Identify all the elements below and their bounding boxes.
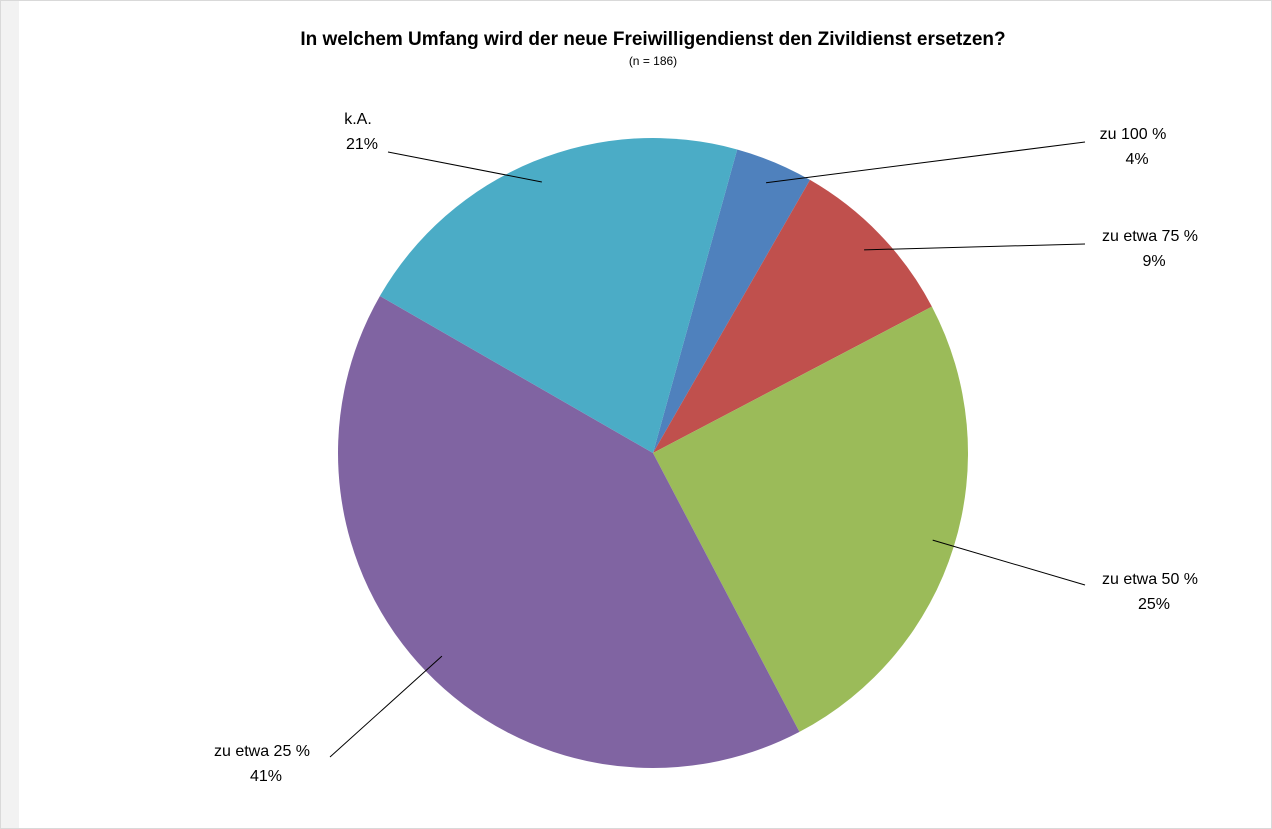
- chart-subtitle: (n = 186): [629, 54, 677, 68]
- pie-slice: [653, 179, 932, 453]
- leader-line: [387, 151, 542, 183]
- leader-line: [329, 655, 443, 758]
- slice-label: zu 100 %: [1100, 126, 1167, 143]
- pie-slice: [337, 295, 800, 769]
- slice-value-label: 9%: [1142, 253, 1165, 270]
- slice-value-label: 25%: [1138, 596, 1170, 613]
- pie-slice: [653, 306, 968, 732]
- pie-slice: [379, 138, 738, 453]
- leader-line: [864, 243, 1086, 251]
- leader-line: [932, 539, 1086, 586]
- left-margin: [1, 1, 19, 828]
- slice-value-label: 41%: [250, 768, 282, 785]
- slice-value-label: 21%: [346, 136, 378, 153]
- slice-label: zu etwa 50 %: [1102, 571, 1198, 588]
- pie-slice: [653, 149, 811, 453]
- slice-label: k.A.: [344, 111, 372, 128]
- slice-label: zu etwa 25 %: [214, 743, 310, 760]
- chart-title: In welchem Umfang wird der neue Freiwill…: [300, 29, 1005, 50]
- leader-line: [765, 141, 1086, 184]
- slice-value-label: 4%: [1125, 151, 1148, 168]
- slice-label: zu etwa 75 %: [1102, 228, 1198, 245]
